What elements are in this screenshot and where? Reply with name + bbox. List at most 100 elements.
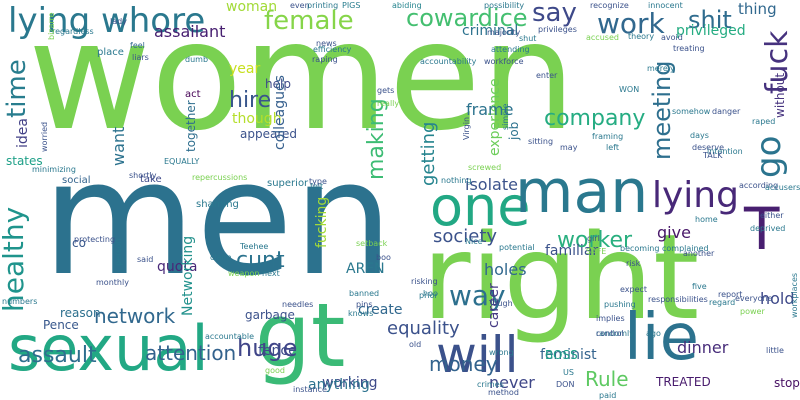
cloud-word: shit [688, 6, 732, 34]
cloud-word: network [94, 304, 176, 328]
cloud-word: randomly [596, 329, 634, 338]
cloud-word: danger [712, 107, 741, 116]
cloud-word: attention [145, 341, 237, 365]
cloud-word: shaming [196, 199, 239, 210]
cloud-word: bizarre [47, 12, 56, 40]
cloud-word: DON [556, 380, 575, 389]
cloud-word: Teehee [240, 242, 269, 251]
cloud-word: gets [377, 86, 395, 95]
cloud-word: go [749, 135, 789, 178]
cloud-word: BOSS [545, 348, 578, 362]
cloud-word: WON [619, 85, 640, 94]
cloud-word: attending [491, 45, 530, 54]
cloud-word: lying whore [8, 1, 206, 41]
cloud-word: work [597, 7, 665, 40]
cloud-word: holes [484, 260, 527, 279]
cloud-word: recognize [590, 1, 629, 10]
cloud-word: fucking [314, 196, 330, 248]
cloud-word: somehow [672, 107, 711, 116]
cloud-word: sexual [8, 312, 209, 385]
cloud-word: cowardice [406, 4, 528, 32]
cloud-word: getting [418, 121, 439, 186]
cloud-word: TALK [703, 151, 723, 160]
cloud-word: shortly [129, 171, 157, 180]
cloud-word: feel [130, 41, 145, 50]
cloud-word: nothing [441, 176, 472, 185]
cloud-word: frame [466, 100, 514, 119]
cloud-word: accusers [765, 183, 800, 192]
cloud-word: Tough [489, 299, 513, 308]
cloud-word: pushing [604, 300, 636, 309]
cloud-word: Networking [180, 235, 196, 316]
cloud-word: TREATED [656, 375, 711, 389]
cloud-word: responsibilities [648, 295, 708, 304]
cloud-word: Rule [585, 367, 629, 391]
cloud-word: old [409, 340, 422, 349]
cloud-word: shut [519, 34, 537, 43]
cloud-word: hire [229, 88, 272, 113]
cloud-word: enter [536, 71, 558, 80]
cloud-word: innocent [648, 1, 683, 10]
cloud-word: dinner [677, 338, 729, 357]
cloud-word: news [316, 39, 337, 48]
cloud-word: right [422, 208, 700, 346]
cloud-word: making [364, 98, 389, 180]
cloud-word: isolate [465, 175, 518, 194]
cloud-word: becoming complained [620, 244, 709, 253]
cloud-word: money [429, 352, 498, 376]
cloud-word: paid [599, 391, 617, 400]
cloud-word: huge [237, 334, 298, 362]
cloud-word: liars [132, 53, 149, 62]
cloud-word: intention [707, 147, 743, 156]
cloud-word: co [72, 236, 86, 250]
cloud-word: PIGS [342, 1, 361, 10]
cloud-word: anything [308, 377, 370, 393]
cloud-word: criminal [462, 23, 519, 39]
cloud-word: states [6, 154, 43, 168]
cloud-word: time [2, 59, 32, 118]
cloud-word: may [560, 143, 578, 152]
cloud-word: SAFE [586, 247, 607, 256]
cloud-word: meeting [648, 60, 676, 160]
cloud-word: EQUALLY [164, 157, 200, 166]
cloud-word: lady [110, 17, 127, 26]
cloud-word: person [114, 238, 123, 266]
cloud-word: home [695, 215, 718, 224]
cloud-word: days [690, 131, 709, 140]
cloud-word: colleagues [272, 75, 288, 150]
cloud-word: workforce [484, 57, 524, 66]
cloud-word: woman [226, 0, 278, 15]
cloud-word: raping [312, 55, 338, 64]
cloud-word: want [109, 126, 128, 166]
cloud-word: T [744, 195, 780, 263]
cloud-word: social [62, 175, 91, 186]
cloud-word: crimes [477, 380, 504, 389]
cloud-word: regardless [52, 27, 94, 36]
cloud-word: women [28, 0, 576, 164]
cloud-word: simple [501, 103, 510, 130]
cloud-word: sitting [528, 137, 554, 146]
cloud-word: lie [624, 301, 699, 375]
cloud-word: majority [487, 28, 521, 37]
cloud-word: worried [40, 121, 49, 152]
cloud-word: workplaces [790, 272, 799, 318]
cloud-word: according [739, 181, 779, 190]
cloud-word: girl [587, 234, 600, 243]
cloud-word: gt [255, 284, 346, 387]
cloud-word: without [773, 72, 787, 118]
cloud-word: needles [282, 300, 314, 309]
cloud-word: man [515, 157, 649, 227]
cloud-word: weapon [228, 269, 260, 278]
cloud-word: printing [307, 1, 339, 10]
cloud-word: instance [293, 385, 327, 394]
cloud-word: treating [673, 44, 705, 53]
cloud-word: merely [647, 64, 675, 73]
cloud-word: together [184, 100, 198, 152]
cloud-word: either [760, 211, 784, 220]
cloud-word: Virgin [462, 116, 471, 140]
cloud-word: company [544, 106, 646, 131]
cloud-word: hoo [423, 289, 438, 298]
cloud-word: will [436, 326, 519, 384]
cloud-word: protecting [74, 235, 116, 244]
